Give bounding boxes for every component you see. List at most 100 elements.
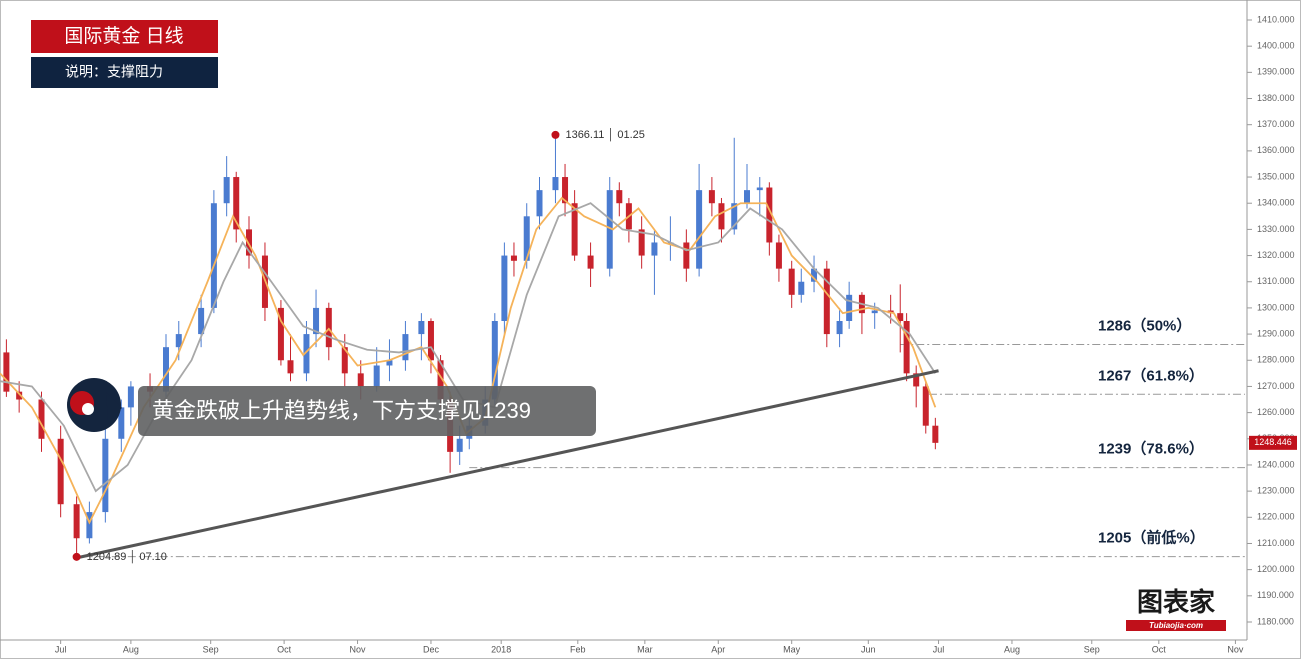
- subtitle-box: [31, 57, 218, 88]
- candle-body: [325, 307, 332, 348]
- candle-body: [341, 347, 348, 374]
- candle-body: [756, 187, 763, 191]
- x-tick-label: Feb: [570, 644, 586, 654]
- candle-body: [922, 386, 929, 426]
- y-tick-label: 1390.000: [1257, 67, 1295, 77]
- x-tick-label: May: [783, 644, 801, 654]
- x-tick-label: Sep: [1084, 644, 1100, 654]
- x-tick-label: 2018: [491, 644, 511, 654]
- logo: 图表家: [1137, 587, 1215, 617]
- candle-body: [198, 307, 205, 335]
- candle-body: [913, 373, 920, 387]
- candle-body: [766, 187, 773, 243]
- y-tick-label: 1180.000: [1257, 616, 1294, 626]
- y-tick-label: 1230.000: [1257, 486, 1295, 496]
- candle-body: [775, 242, 782, 269]
- candle-body: [823, 268, 830, 335]
- extreme-marker: [551, 130, 560, 139]
- candle-body: [587, 255, 594, 269]
- candle-body: [718, 203, 725, 230]
- candle-body: [16, 391, 23, 400]
- candle-body: [86, 512, 93, 539]
- candle-body: [102, 438, 109, 513]
- callout-icon: [67, 378, 122, 432]
- x-tick-label: Nov: [350, 644, 367, 654]
- candle-body: [846, 294, 853, 321]
- chart-title: 国际黄金 日线: [64, 25, 183, 47]
- level-label: 1205（前低%）: [1098, 529, 1205, 547]
- candle-body: [402, 334, 409, 361]
- y-tick-label: 1400.000: [1257, 41, 1295, 51]
- candle-body: [210, 203, 217, 308]
- x-tick-label: Jul: [55, 644, 67, 654]
- level-label: 1286（50%）: [1098, 317, 1191, 335]
- candle-body: [118, 407, 125, 439]
- candle-body: [287, 360, 294, 374]
- chart-subtitle: 说明：支撑阻力: [65, 64, 163, 80]
- candle-body: [427, 321, 434, 361]
- y-tick-label: 1270.000: [1257, 381, 1295, 391]
- x-tick-label: Apr: [711, 644, 725, 654]
- candle-body: [932, 425, 939, 443]
- candle-body: [897, 313, 904, 321]
- y-tick-label: 1220.000: [1257, 512, 1295, 522]
- candle-body: [3, 352, 10, 392]
- y-tick-label: 1320.000: [1257, 250, 1295, 260]
- x-tick-label: Aug: [123, 644, 139, 654]
- candle-body: [708, 190, 715, 204]
- x-tick-label: Sep: [203, 644, 219, 654]
- callout-box: [138, 386, 596, 436]
- candle-body: [373, 365, 380, 387]
- y-tick-label: 1260.000: [1257, 407, 1295, 417]
- x-tick-label: Jun: [861, 644, 876, 654]
- candle-body: [552, 177, 559, 191]
- y-tick-label: 1330.000: [1257, 224, 1295, 234]
- y-tick-label: 1280.000: [1257, 355, 1295, 365]
- level-label: 1267（61.8%）: [1098, 366, 1204, 384]
- logo-sub: Tubiaojia·com: [1149, 621, 1203, 630]
- x-tick-label: Mar: [637, 644, 653, 654]
- candle-body: [246, 229, 252, 256]
- candle-body: [357, 373, 364, 387]
- candle-body: [303, 334, 310, 374]
- candle-body: [871, 310, 878, 314]
- candle-body: [38, 399, 45, 439]
- extreme-label: 1366.11 │ 01.25: [565, 127, 644, 142]
- candle-body: [903, 321, 910, 374]
- x-tick-label: Jul: [933, 644, 945, 654]
- candle-body: [313, 307, 320, 335]
- title-box: [31, 20, 218, 53]
- y-tick-label: 1290.000: [1257, 328, 1295, 338]
- candle-body: [571, 203, 578, 256]
- callout-text: 黄金跌破上升趋势线，下方支撑见1239: [152, 398, 531, 423]
- y-tick-label: 1300.000: [1257, 302, 1295, 312]
- candle-body: [501, 255, 508, 321]
- candle-body: [788, 268, 795, 295]
- candle-body: [175, 334, 182, 348]
- y-tick-label: 1340.000: [1257, 198, 1295, 208]
- x-tick-label: Nov: [1227, 644, 1244, 654]
- candle-body: [523, 216, 530, 261]
- y-tick-label: 1380.000: [1257, 93, 1295, 103]
- candle-body: [836, 321, 843, 335]
- candle-body: [744, 190, 750, 204]
- candle-body: [73, 504, 80, 539]
- x-tick-label: Oct: [277, 644, 292, 654]
- candle-body: [491, 321, 498, 400]
- trendline: [76, 369, 939, 560]
- y-tick-label: 1360.000: [1257, 145, 1295, 155]
- candle-body: [437, 360, 444, 400]
- y-tick-label: 1190.000: [1257, 590, 1294, 600]
- candle-body: [163, 347, 169, 392]
- candle-body: [57, 438, 64, 505]
- candle-body: [536, 190, 543, 217]
- candle-body: [811, 268, 818, 282]
- candle-body: [651, 242, 658, 256]
- y-tick-label: 1240.000: [1257, 459, 1295, 469]
- y-tick-label: 1370.000: [1257, 119, 1295, 129]
- y-tick-label: 1200.000: [1257, 564, 1295, 574]
- candle-body: [386, 360, 393, 366]
